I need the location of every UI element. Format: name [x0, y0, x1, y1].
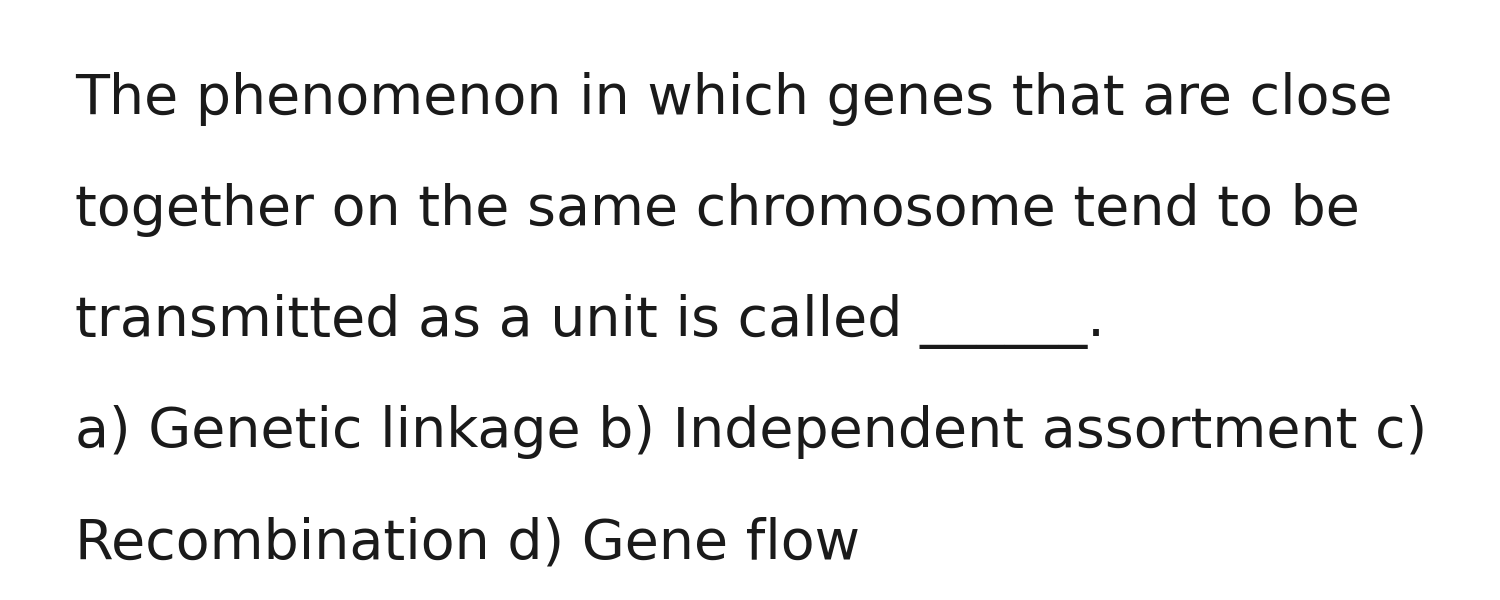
- Text: together on the same chromosome tend to be: together on the same chromosome tend to …: [75, 183, 1360, 237]
- Text: Recombination d) Gene flow: Recombination d) Gene flow: [75, 516, 859, 570]
- Text: a) Genetic linkage b) Independent assortment c): a) Genetic linkage b) Independent assort…: [75, 405, 1428, 459]
- Text: transmitted as a unit is called ______.: transmitted as a unit is called ______.: [75, 294, 1106, 349]
- Text: The phenomenon in which genes that are close: The phenomenon in which genes that are c…: [75, 72, 1392, 126]
